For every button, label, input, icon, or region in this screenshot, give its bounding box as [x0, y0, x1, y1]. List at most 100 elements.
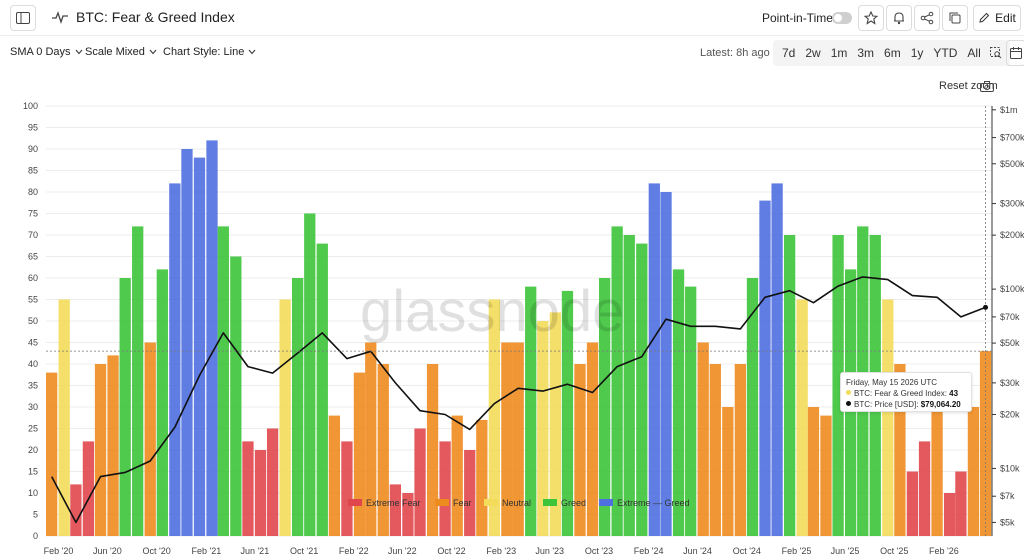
legend-label: Fear: [453, 498, 472, 508]
pulse-icon: [52, 11, 68, 24]
fg-bar: [439, 441, 451, 536]
sma-dropdown[interactable]: SMA 0 Days: [10, 46, 83, 58]
fear-greed-chart[interactable]: glassnode 0 5 10 15 20 25 30 35 40 45 50 55 60 65 70 75…: [0, 96, 1024, 557]
range-6m[interactable]: 6m: [884, 46, 901, 60]
alert-button[interactable]: [886, 5, 912, 31]
fg-bar: [341, 441, 353, 536]
range-all[interactable]: All: [967, 46, 981, 60]
fg-bar: [586, 342, 599, 536]
y-right-tick-label: $30k: [1000, 378, 1020, 388]
y-left-tick-label: 100: [23, 101, 38, 111]
calendar-button[interactable]: [1006, 40, 1024, 66]
fg-bar: [746, 278, 759, 536]
range-1y[interactable]: 1y: [910, 46, 924, 60]
sidebar-toggle-button[interactable]: [10, 5, 36, 31]
fg-bar: [304, 213, 316, 536]
fg-bar: [648, 183, 660, 536]
fg-bar: [611, 226, 623, 536]
fg-bar: [476, 419, 488, 536]
fg-bar: [217, 226, 229, 536]
watermark: glassnode: [360, 279, 624, 344]
y-right-tick-label: $300k: [1000, 199, 1024, 209]
price-line: [50, 276, 986, 524]
fg-bar: [660, 192, 672, 536]
legend-swatch: [599, 499, 613, 506]
fg-bar: [144, 342, 156, 536]
range-1m[interactable]: 1m: [830, 46, 848, 60]
latest-update-label: Latest: 8h ago: [700, 47, 770, 59]
x-tick-label: Feb '26: [929, 546, 959, 556]
y-left-tick-label: 60: [28, 273, 38, 283]
fg-bar: [832, 235, 844, 536]
fg-bar: [402, 493, 414, 536]
fg-bar: [807, 407, 820, 536]
fg-bar: [414, 428, 426, 536]
fg-bar: [759, 200, 771, 536]
x-tick-label: Feb '23: [486, 546, 516, 556]
fg-bar: [906, 471, 919, 536]
range-2w[interactable]: 2w: [805, 46, 821, 60]
y-left-tick-label: 65: [28, 252, 38, 262]
fg-bar: [672, 269, 685, 536]
screenshot-button[interactable]: [976, 76, 998, 96]
fg-bar: [193, 157, 206, 536]
edit-button[interactable]: Edit: [973, 5, 1021, 31]
x-tick-label: Oct '20: [143, 546, 171, 556]
fg-bar: [734, 364, 746, 536]
fg-bar: [882, 299, 894, 536]
chevron-down-icon: [248, 49, 256, 55]
x-tick-label: Feb '25: [782, 546, 812, 556]
x-tick-label: Oct '24: [733, 546, 761, 556]
y-right-tick-label: $50k: [1000, 338, 1020, 348]
x-tick-label: Feb '24: [634, 546, 664, 556]
fg-bar: [230, 256, 242, 536]
fg-bar: [254, 450, 267, 536]
range-3m[interactable]: 3m: [857, 46, 875, 60]
x-tick-label: Jun '21: [240, 546, 269, 556]
scale-dropdown[interactable]: Scale Mixed: [85, 46, 157, 58]
x-tick-label: Oct '21: [290, 546, 318, 556]
edit-label: Edit: [995, 11, 1016, 25]
zoom-select-button[interactable]: [986, 40, 1006, 66]
zoom-select-icon: [989, 47, 1002, 59]
header-bar: BTC: Fear & Greed Index Point-in-Time Ed…: [0, 0, 1024, 36]
duplicate-button[interactable]: [942, 5, 968, 31]
y-left-tick-label: 0: [33, 531, 38, 541]
chart-style-dropdown[interactable]: Chart Style: Line: [163, 46, 256, 58]
tooltip-date: Friday, May 15 2026 UTC: [846, 378, 937, 387]
y-right-tick-label: $700k: [1000, 133, 1024, 143]
range-7d[interactable]: 7d: [782, 46, 796, 60]
fg-bar: [58, 299, 70, 536]
y-left-tick-label: 45: [28, 338, 38, 348]
hover-crosshair: [46, 106, 992, 536]
chevron-down-icon: [75, 49, 82, 55]
legend-swatch: [484, 499, 498, 506]
y-left-tick-label: 20: [28, 445, 38, 455]
tooltip-fg-value: 43: [949, 389, 959, 398]
chevron-down-icon: [149, 49, 157, 55]
legend-swatch: [435, 499, 449, 506]
range-ytd[interactable]: YTD: [933, 46, 958, 60]
y-right-tick-label: $20k: [1000, 409, 1020, 419]
fg-bar: [501, 342, 513, 536]
fg-bar: [525, 286, 537, 536]
fg-bar: [292, 278, 304, 536]
tooltip-price-value: $79,064.20: [920, 400, 961, 409]
x-tick-label: Jun '24: [683, 546, 712, 556]
fg-bar: [46, 372, 58, 536]
favorite-button[interactable]: [858, 5, 884, 31]
y-left-tick-label: 75: [28, 209, 38, 219]
share-button[interactable]: [914, 5, 940, 31]
fg-bar: [955, 471, 967, 536]
y-left-tick-label: 40: [28, 359, 38, 369]
legend-label: Extreme Fear: [366, 498, 421, 508]
sma-label: SMA 0 Days: [10, 46, 71, 58]
x-tick-label: Jun '25: [831, 546, 860, 556]
x-tick-label: Feb '21: [191, 546, 221, 556]
fg-bar: [820, 415, 832, 536]
point-in-time-toggle[interactable]: [832, 12, 852, 24]
page-title: BTC: Fear & Greed Index: [76, 9, 235, 25]
legend-swatch: [348, 499, 362, 506]
chart-legend: Extreme Fear Fear Neutral Greed Extreme — Gr…: [348, 498, 690, 508]
y-right-tick-label: $70k: [1000, 312, 1020, 322]
